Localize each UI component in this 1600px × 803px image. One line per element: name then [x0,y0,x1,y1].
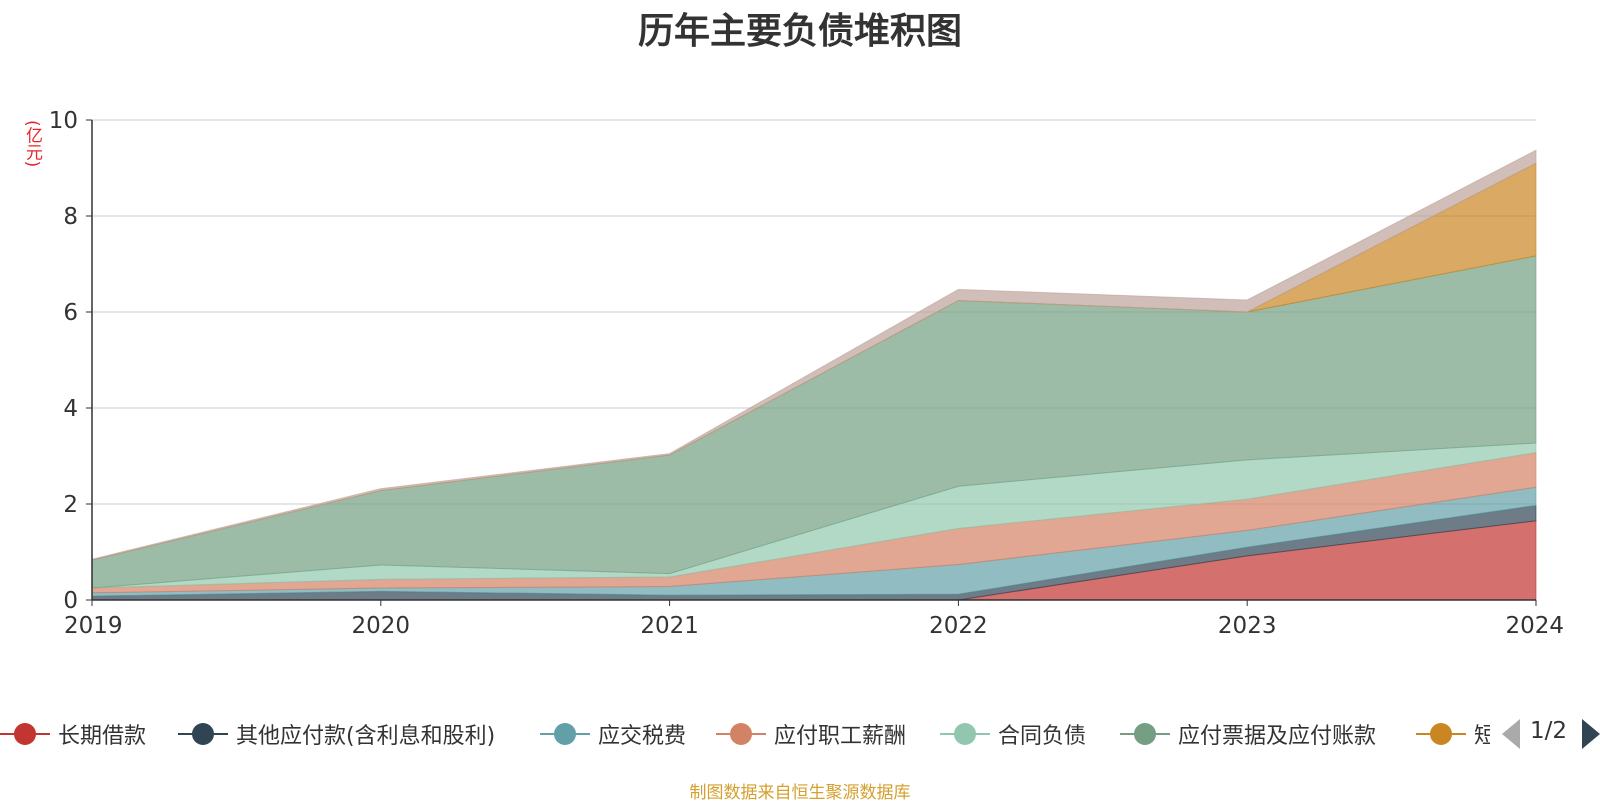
source-note: 制图数据来自恒生聚源数据库 [689,783,911,803]
area-series-其他[interactable] [91,149,1537,561]
legend-prev-page-icon[interactable] [1502,719,1520,749]
y-tick-label: 2 [63,492,78,518]
chart-plot: 0 2 4 6 8 10 2019 2020 2021 2022 2023 2024 [49,108,1564,639]
legend-marker-icon [178,716,228,752]
legend: 长期借款 其他应付款(含利息和股利) 应交税费 应付职工薪酬 合同负债 应付票据及应付账款… [0,716,1490,752]
y-axis-label: (亿元) [22,120,42,168]
legend-item[interactable]: 应付票据及应付账款 [1120,716,1376,752]
legend-label: 其他应付款(含利息和股利) [236,724,496,749]
legend-label: 应付职工薪酬 [774,724,907,749]
legend-item[interactable]: 合同负债 [940,716,1086,752]
x-tick-label: 2022 [929,613,988,639]
legend-label: 应付票据及应付账款 [1178,724,1377,749]
axes: 0 2 4 6 8 10 2019 2020 2021 2022 2023 2024 [49,108,1564,639]
x-tick-label: 2023 [1218,613,1277,639]
legend-label: 长期借款 [58,724,147,749]
legend-label: 短 [1474,724,1490,749]
x-tick-label: 2021 [640,613,699,639]
x-tick-label: 2020 [352,613,411,639]
legend-label: 应交税费 [598,724,687,749]
legend-marker-icon [540,716,590,752]
y-tick-label: 8 [63,204,78,230]
y-tick-label: 10 [49,108,78,134]
legend-item[interactable]: 其他应付款(含利息和股利) [178,716,495,752]
y-tick-label: 0 [63,588,78,614]
legend-page-indicator: 1/2 [1530,718,1568,744]
x-tick-label: 2024 [1505,613,1564,639]
chart-title: 历年主要负债堆积图 [637,11,962,52]
legend-label: 合同负债 [998,724,1087,749]
legend-item[interactable]: 长期借款 [0,716,146,752]
legend-item[interactable]: 应交税费 [540,716,686,752]
y-tick-label: 6 [63,300,78,326]
legend-marker-icon [0,716,50,752]
legend-next-page-icon[interactable] [1582,719,1600,749]
x-tick-label: 2019 [64,613,123,639]
legend-item[interactable]: 短 [1416,716,1490,752]
legend-item[interactable]: 应付职工薪酬 [716,716,906,752]
y-tick-label: 4 [63,396,78,422]
area-series-layer [91,149,1537,601]
legend-marker-icon [1120,716,1170,752]
legend-pager: 1/2 [1490,716,1600,752]
legend-marker-icon [1416,716,1466,752]
legend-marker-icon [940,716,990,752]
legend-marker-icon [716,716,766,752]
